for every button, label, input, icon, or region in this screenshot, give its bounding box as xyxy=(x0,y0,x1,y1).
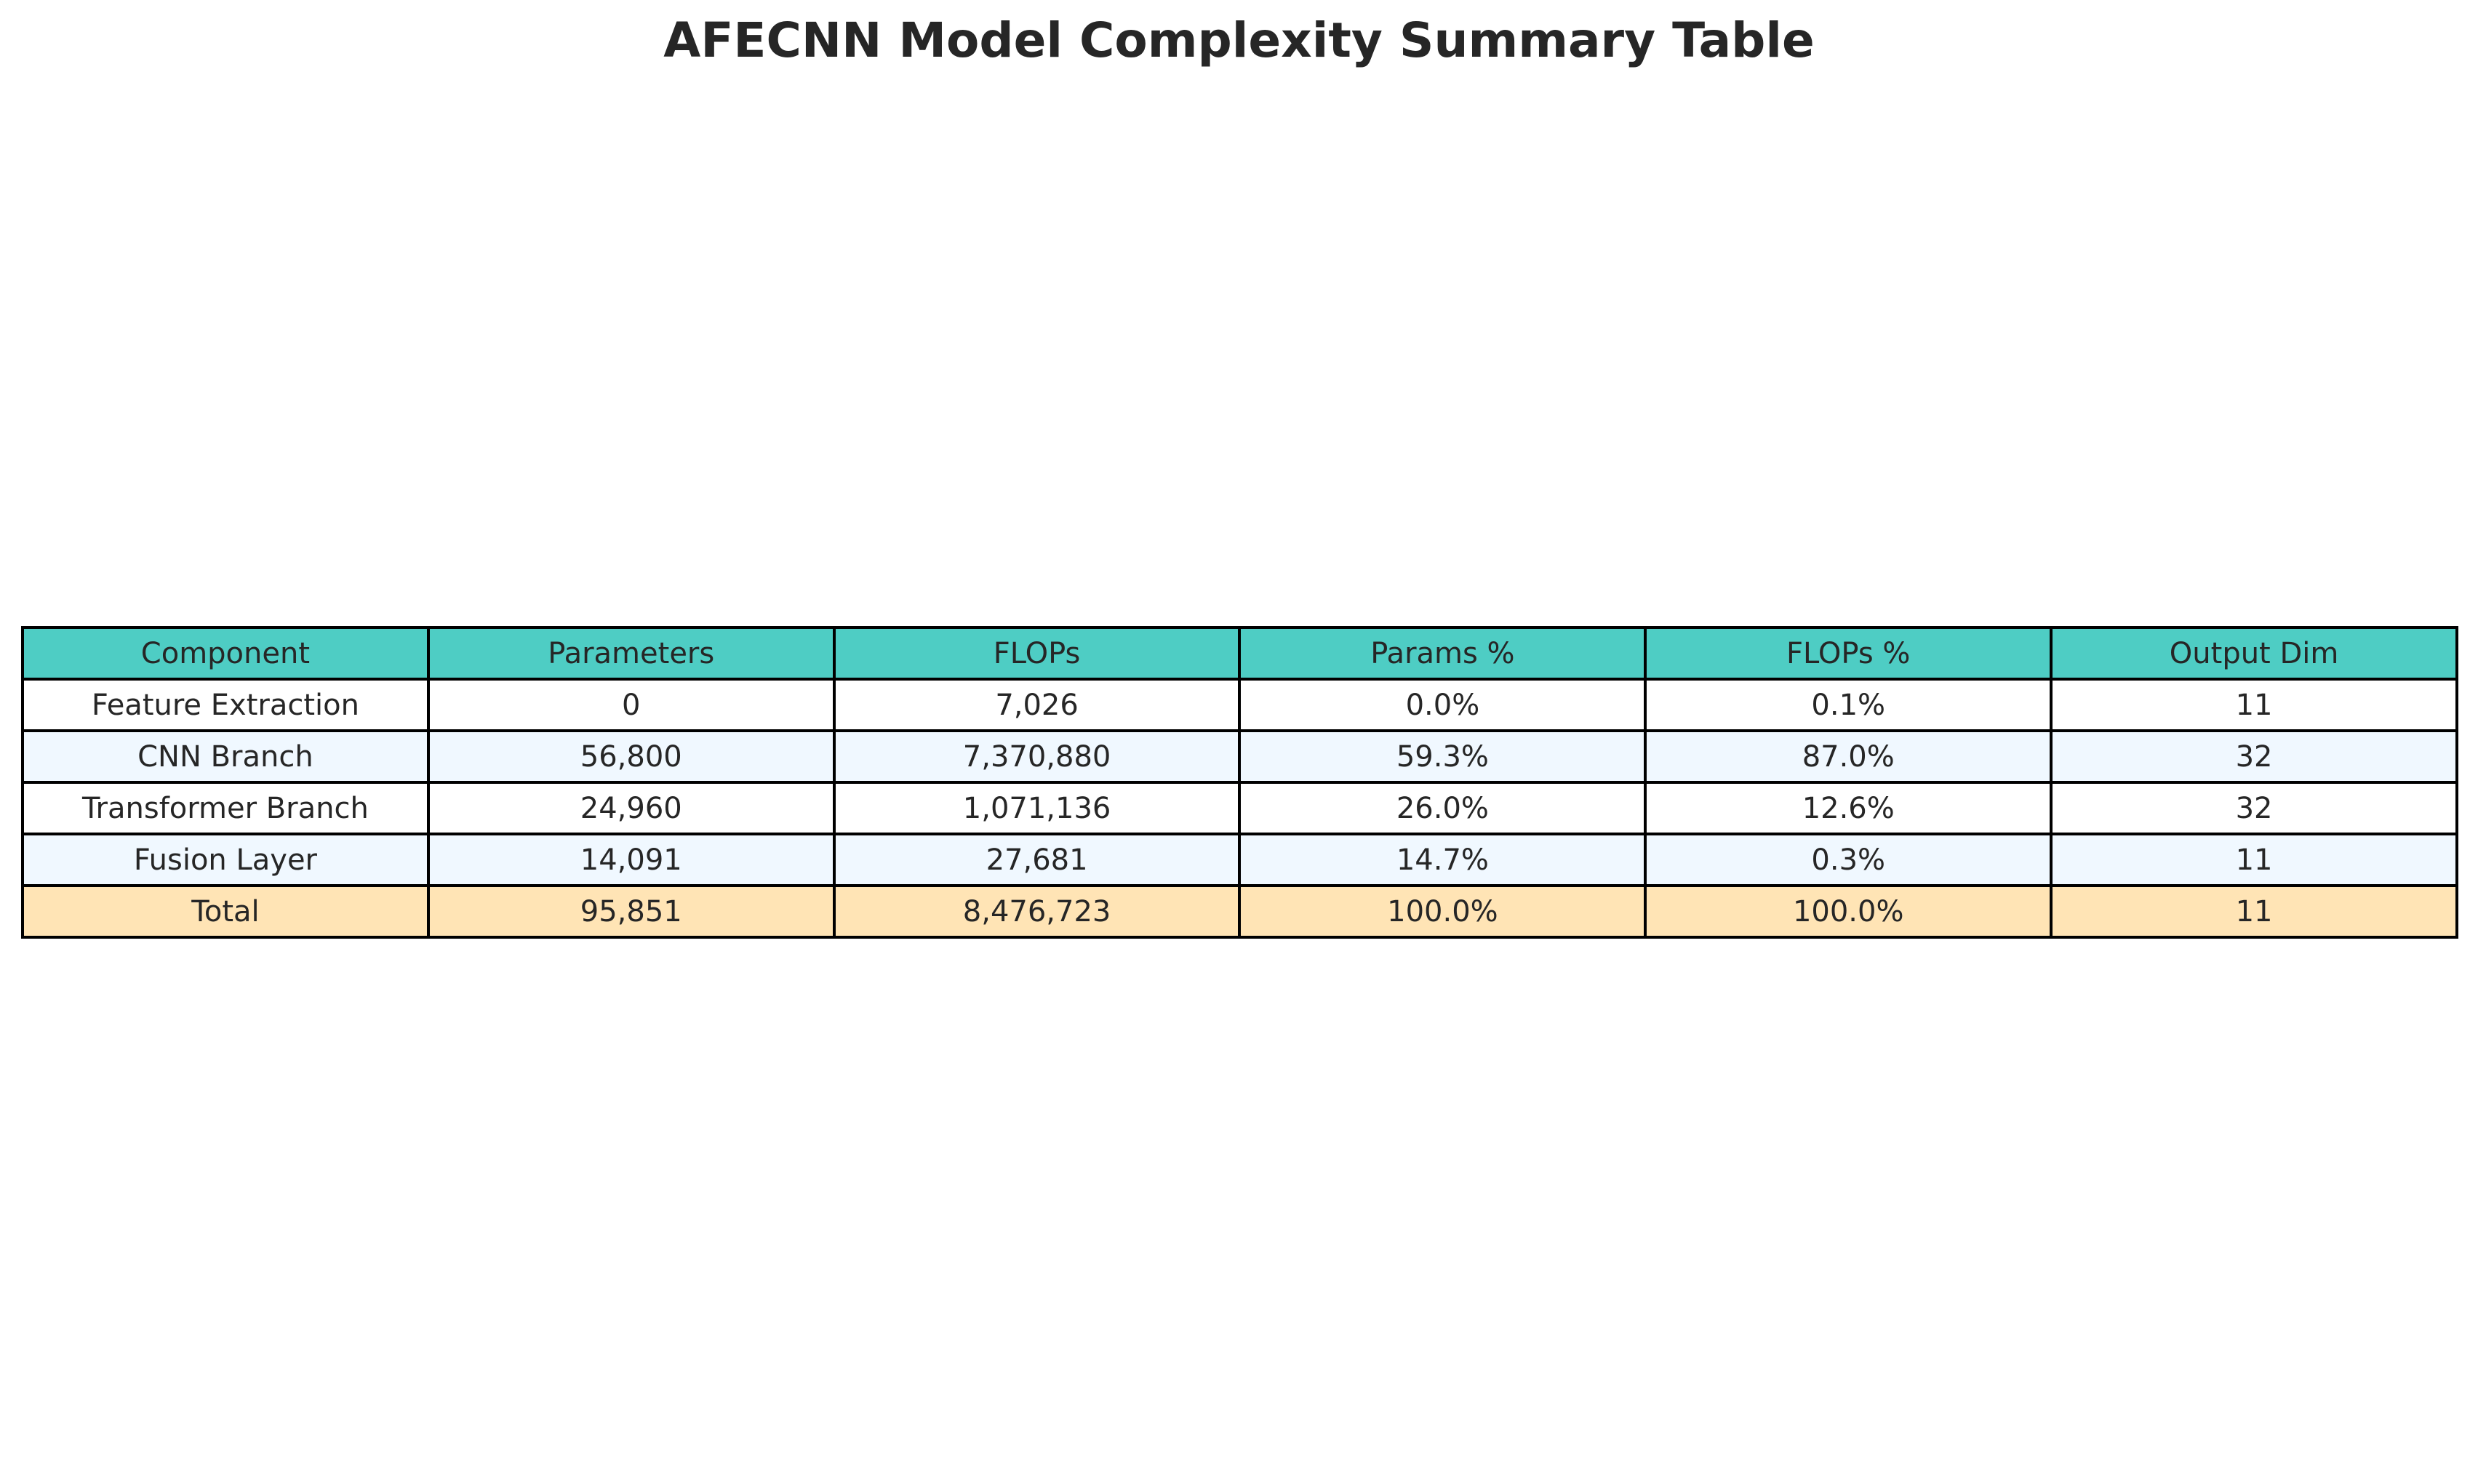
table-cell: 32 xyxy=(2050,781,2458,835)
table-cell: 26.0% xyxy=(1238,781,1647,835)
table-cell: Fusion Layer xyxy=(21,833,430,887)
table-cell: 59.3% xyxy=(1238,729,1647,784)
table-cell: 32 xyxy=(2050,729,2458,784)
table-cell: 12.6% xyxy=(1644,781,2053,835)
chart-title: AFECNN Model Complexity Summary Table xyxy=(663,12,1815,68)
table-cell: 87.0% xyxy=(1644,729,2053,784)
table-cell: 11 xyxy=(2050,678,2458,732)
table-cell: 0.3% xyxy=(1644,833,2053,887)
table-cell: 14,091 xyxy=(426,833,836,887)
table-row: Fusion Layer 14,091 27,681 14.7% 0.3% 11 xyxy=(21,833,2458,887)
table-header-row: Component Parameters FLOPs Params % FLOP… xyxy=(21,626,2458,681)
table-cell: Feature Extraction xyxy=(21,678,430,732)
table-total-row: Total 95,851 8,476,723 100.0% 100.0% 11 xyxy=(21,884,2458,939)
table-cell: Total xyxy=(21,884,430,939)
table-cell: 14.7% xyxy=(1238,833,1647,887)
table-row: Feature Extraction 0 7,026 0.0% 0.1% 11 xyxy=(21,678,2458,732)
column-header-flops-pct: FLOPs % xyxy=(1644,626,2053,681)
table-cell: 95,851 xyxy=(426,884,836,939)
table-cell: 8,476,723 xyxy=(832,884,1242,939)
table-cell: 11 xyxy=(2050,833,2458,887)
table-row: CNN Branch 56,800 7,370,880 59.3% 87.0% … xyxy=(21,729,2458,784)
table-cell: CNN Branch xyxy=(21,729,430,784)
table-cell: 100.0% xyxy=(1238,884,1647,939)
table-cell: 0.0% xyxy=(1238,678,1647,732)
table-cell: 0.1% xyxy=(1644,678,2053,732)
column-header-flops: FLOPs xyxy=(832,626,1242,681)
table-cell: 0 xyxy=(426,678,836,732)
table-cell: Transformer Branch xyxy=(21,781,430,835)
table-cell: 7,026 xyxy=(832,678,1242,732)
column-header-params-pct: Params % xyxy=(1238,626,1647,681)
table-cell: 24,960 xyxy=(426,781,836,835)
column-header-parameters: Parameters xyxy=(426,626,836,681)
table-cell: 100.0% xyxy=(1644,884,2053,939)
column-header-component: Component xyxy=(21,626,430,681)
complexity-summary-table: Component Parameters FLOPs Params % FLOP… xyxy=(21,626,2458,939)
column-header-output-dim: Output Dim xyxy=(2050,626,2458,681)
table-cell: 27,681 xyxy=(832,833,1242,887)
table-cell: 1,071,136 xyxy=(832,781,1242,835)
table-row: Transformer Branch 24,960 1,071,136 26.0… xyxy=(21,781,2458,835)
table-cell: 7,370,880 xyxy=(832,729,1242,784)
table-cell: 56,800 xyxy=(426,729,836,784)
table-cell: 11 xyxy=(2050,884,2458,939)
